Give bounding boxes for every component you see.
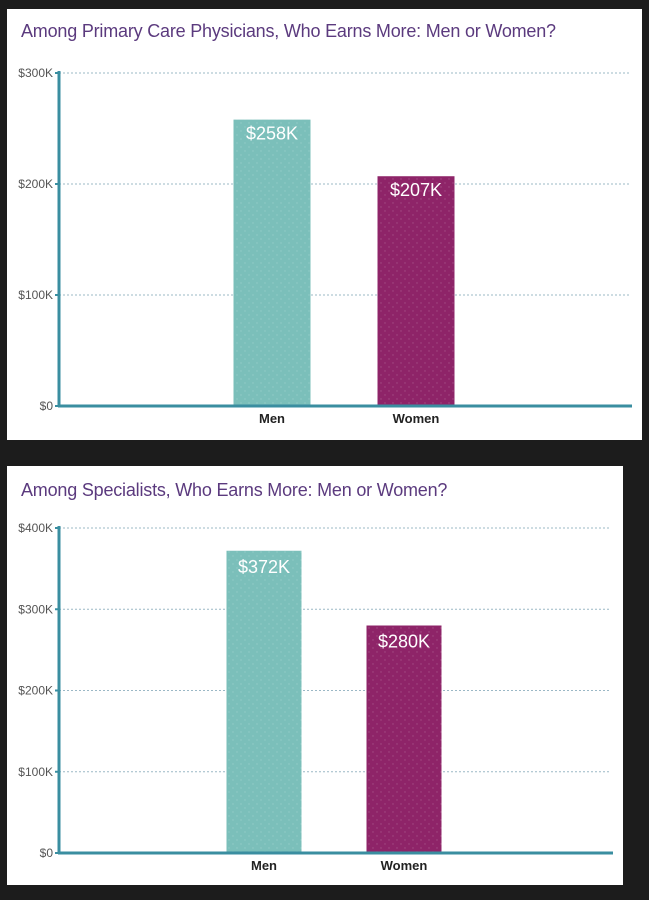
chart-panel-specialists: Among Specialists, Who Earns More: Men o… (7, 466, 623, 885)
value-label-men: $258K (246, 124, 298, 144)
value-label-men: $372K (238, 557, 290, 577)
y-tick-label: $200K (18, 177, 53, 191)
bar-chart-specialists: $0 $100K $200K $300K $400K $372K Men $280K Women (18, 521, 613, 873)
category-label-men: Men (259, 411, 285, 426)
y-tick-label: $300K (18, 66, 53, 80)
bar-chart-primary-care: $0 $100K $200K $300K $258K Men $207K Women (18, 66, 632, 426)
y-tick-label: $0 (40, 846, 54, 860)
bar-women (366, 625, 442, 853)
category-label-women: Women (393, 411, 440, 426)
y-tick-label: $100K (18, 765, 53, 779)
chart-title: Among Specialists, Who Earns More: Men o… (21, 480, 448, 500)
category-label-men: Men (251, 858, 277, 873)
y-tick-label: $200K (18, 684, 53, 698)
chart-title: Among Primary Care Physicians, Who Earns… (21, 21, 556, 41)
bar-women (377, 176, 455, 406)
chart-panel-primary-care: Among Primary Care Physicians, Who Earns… (7, 9, 642, 440)
value-label-women: $280K (378, 632, 430, 652)
category-label-women: Women (381, 858, 428, 873)
y-tick-label: $0 (40, 399, 54, 413)
bar-men (233, 119, 311, 407)
y-tick-label: $100K (18, 288, 53, 302)
y-tick-label: $300K (18, 602, 53, 616)
y-tick-label: $400K (18, 521, 53, 535)
value-label-women: $207K (390, 180, 442, 200)
bar-men (226, 550, 302, 853)
